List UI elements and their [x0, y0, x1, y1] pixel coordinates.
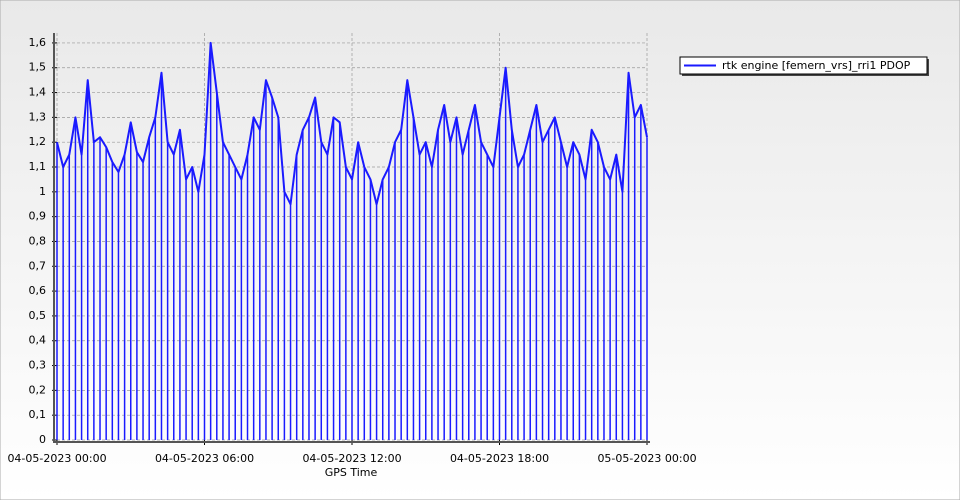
x-tick-label: 04-05-2023 12:00	[302, 452, 401, 465]
y-tick-label: 1,5	[29, 61, 47, 74]
y-tick-label: 1,4	[29, 86, 47, 99]
y-tick-label: 0,6	[29, 284, 47, 297]
y-tick-label: 0,9	[29, 210, 47, 223]
legend	[679, 56, 928, 75]
y-tick-label: 0,2	[29, 383, 47, 396]
y-tick-label: 1,2	[29, 135, 47, 148]
y-tick-label: 1,1	[29, 160, 47, 173]
y-tick-label: 1,3	[29, 110, 47, 123]
y-tick-label: 0,8	[29, 234, 47, 247]
y-tick-label: 0	[39, 433, 46, 446]
series-line	[56, 41, 648, 206]
y-tick-label: 1	[39, 185, 46, 198]
y-tick-label: 1,6	[29, 36, 47, 49]
y-tick-label: 0,4	[29, 334, 47, 347]
x-tick-label: 05-05-2023 00:00	[597, 452, 696, 465]
legend-label: rtk engine [femern_vrs]_rri1 PDOP	[722, 59, 911, 72]
y-tick-label: 0,7	[29, 259, 47, 272]
x-axis-label: GPS Time	[325, 466, 378, 479]
y-tick-label: 0,5	[29, 309, 47, 322]
y-tick-label: 0,3	[29, 359, 47, 372]
x-tick-label: 04-05-2023 06:00	[155, 452, 254, 465]
x-tick-label: 04-05-2023 00:00	[7, 452, 106, 465]
y-tick-label: 0,1	[29, 408, 47, 421]
x-tick-label: 04-05-2023 18:00	[450, 452, 549, 465]
